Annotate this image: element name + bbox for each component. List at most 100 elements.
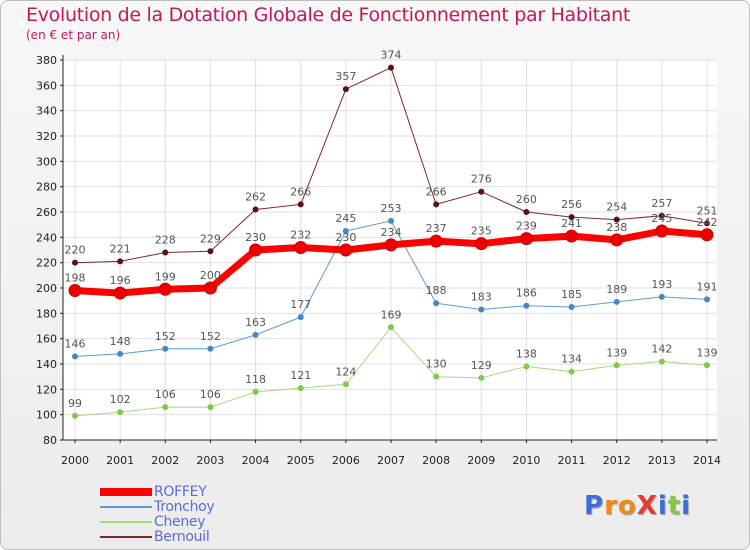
data-label-cheney: 138 (516, 348, 537, 361)
data-point-cheney (297, 385, 304, 392)
data-point-bernouil (433, 201, 440, 208)
y-tick-label: 240 (36, 231, 57, 244)
legend-item-roffey: ROFFEY (100, 484, 207, 500)
data-label-bernouil: 260 (516, 193, 537, 206)
data-label-bernouil: 254 (606, 201, 627, 214)
data-point-cheney (162, 404, 169, 411)
x-tick-label: 2006 (332, 454, 360, 467)
data-label-roffey: 239 (516, 220, 537, 233)
data-point-tronchoy (72, 353, 78, 360)
x-tick-label: 2011 (558, 454, 586, 467)
x-tick-label: 2004 (242, 454, 270, 467)
data-label-tronchoy: 146 (65, 337, 86, 350)
data-point-bernouil (117, 258, 124, 265)
data-label-bernouil: 276 (471, 173, 492, 186)
legend-item-bernouil: Bernouil (100, 529, 210, 545)
logo-letter: i (657, 491, 668, 521)
x-tick-label: 2009 (467, 454, 495, 467)
data-point-bernouil (613, 216, 620, 223)
y-tick-label: 200 (36, 282, 57, 295)
data-label-bernouil: 221 (110, 242, 131, 255)
data-point-tronchoy (478, 306, 485, 313)
data-point-bernouil (252, 206, 259, 213)
logo-letter: X (636, 491, 658, 521)
x-tick-label: 2001 (106, 454, 134, 467)
data-point-tronchoy (388, 217, 394, 224)
data-label-tronchoy: 183 (471, 291, 492, 304)
y-tick-label: 260 (36, 206, 57, 219)
data-label-bernouil: 357 (335, 70, 356, 83)
data-label-tronchoy: 186 (516, 287, 537, 300)
x-tick-label: 2008 (422, 454, 450, 467)
y-tick-label: 360 (36, 79, 57, 92)
logo-letter: o (617, 491, 637, 521)
y-tick-label: 340 (36, 105, 57, 118)
logo-letter: P (584, 491, 605, 521)
data-point-cheney (117, 409, 124, 416)
data-label-roffey: 200 (200, 269, 221, 282)
data-label-roffey: 235 (471, 225, 492, 238)
data-point-cheney (342, 381, 349, 388)
data-point-roffey (68, 284, 82, 298)
data-label-roffey: 230 (245, 231, 266, 244)
x-tick-label: 2007 (377, 454, 405, 467)
legend-label-cheney: Cheney (154, 514, 206, 530)
data-point-cheney (523, 363, 530, 370)
y-tick-label: 100 (36, 409, 57, 422)
y-tick-label: 120 (36, 383, 57, 396)
y-tick-label: 380 (36, 54, 57, 67)
data-label-cheney: 102 (110, 393, 131, 406)
legend-swatch-cheney (100, 521, 152, 523)
data-label-cheney: 118 (245, 373, 266, 386)
data-label-cheney: 129 (471, 359, 492, 372)
data-label-roffey: 242 (697, 216, 718, 229)
data-point-roffey (203, 281, 217, 295)
x-tick-label: 2003 (196, 454, 224, 467)
data-label-bernouil: 374 (381, 49, 402, 62)
data-point-cheney (207, 404, 214, 411)
legend-item-cheney: Cheney (100, 514, 206, 530)
data-label-bernouil: 266 (290, 185, 311, 198)
data-label-bernouil: 228 (155, 234, 176, 247)
data-label-cheney: 142 (651, 342, 672, 355)
chart-subtitle: (en € et par an) (26, 28, 121, 42)
data-label-bernouil: 266 (426, 185, 447, 198)
data-label-roffey: 196 (110, 274, 131, 287)
data-label-tronchoy: 189 (606, 283, 627, 296)
legend-label-bernouil: Bernouil (154, 529, 210, 545)
data-point-roffey (249, 243, 263, 257)
legend-label-tronchoy: Tronchoy (154, 499, 215, 515)
data-label-bernouil: 262 (245, 190, 266, 203)
y-tick-label: 80 (43, 434, 57, 447)
data-point-tronchoy (252, 331, 259, 338)
data-point-roffey (339, 243, 353, 257)
data-point-roffey (113, 286, 127, 300)
logo-letter: i (681, 491, 692, 521)
x-tick-label: 2012 (603, 454, 631, 467)
data-label-bernouil: 220 (65, 244, 86, 257)
data-label-roffey: 198 (65, 272, 86, 285)
data-label-cheney: 121 (290, 369, 311, 382)
data-label-bernouil: 251 (697, 204, 718, 217)
data-label-roffey: 237 (426, 222, 447, 235)
data-label-tronchoy: 188 (426, 284, 447, 297)
data-point-roffey (294, 240, 308, 254)
data-label-tronchoy: 253 (381, 202, 402, 215)
data-label-roffey: 230 (335, 231, 356, 244)
data-label-tronchoy: 152 (200, 330, 221, 343)
data-label-roffey: 245 (651, 212, 672, 225)
x-tick-label: 2000 (61, 454, 89, 467)
data-label-tronchoy: 163 (245, 316, 266, 329)
data-point-roffey (610, 233, 624, 247)
x-tick-label: 2013 (648, 454, 676, 467)
data-point-tronchoy (297, 314, 304, 321)
data-point-roffey (700, 228, 714, 242)
x-tick-label: 2010 (512, 454, 540, 467)
y-tick-label: 280 (36, 181, 57, 194)
data-label-bernouil: 229 (200, 232, 221, 245)
data-point-bernouil (72, 259, 78, 266)
data-label-roffey: 241 (561, 217, 582, 230)
data-label-tronchoy: 152 (155, 330, 176, 343)
data-label-cheney: 130 (426, 358, 447, 371)
